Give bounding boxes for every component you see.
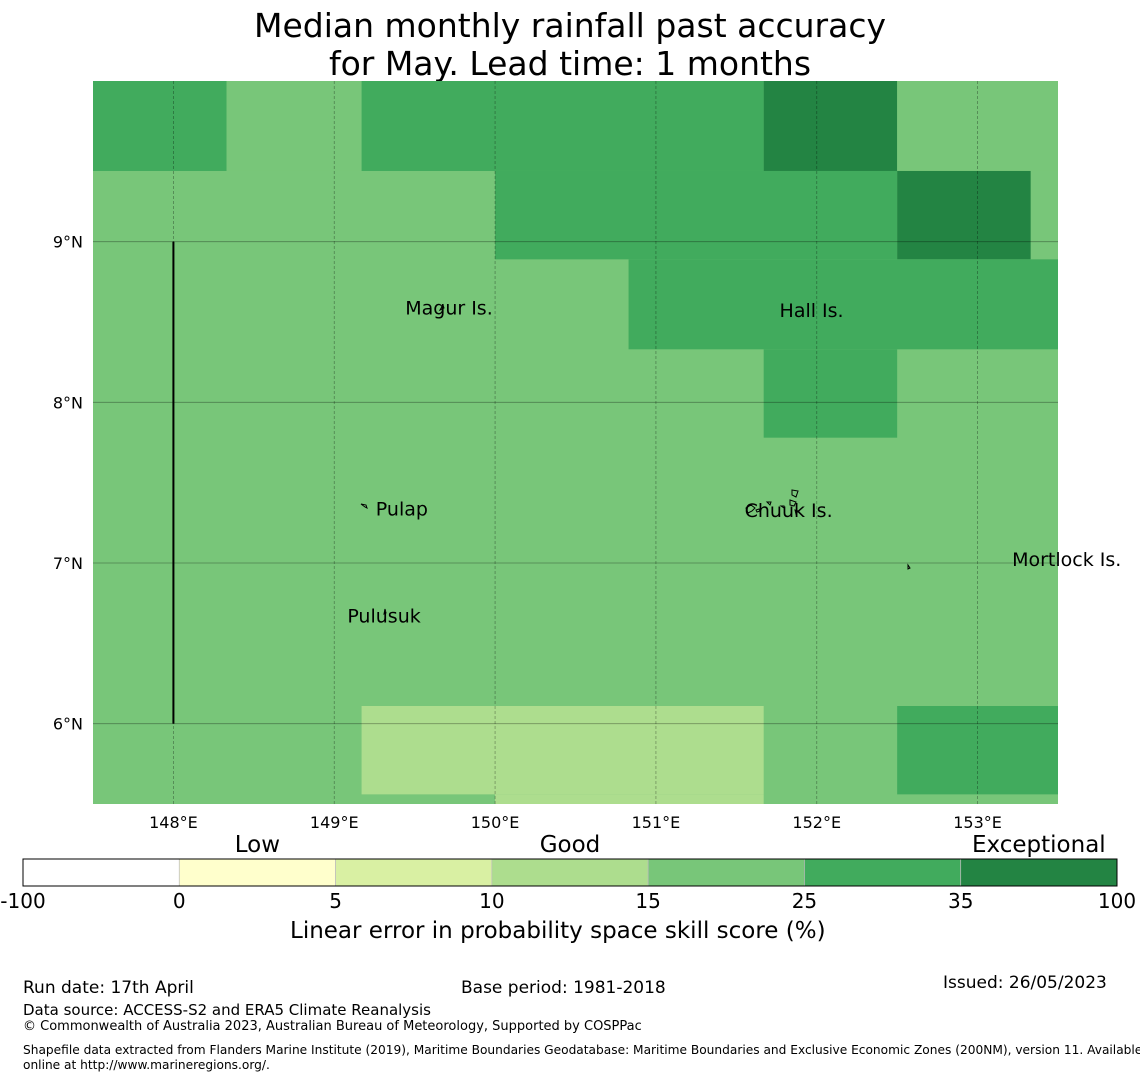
colorbar-tick-label: -100 bbox=[0, 889, 45, 913]
island-outline bbox=[907, 563, 911, 570]
skill-cell bbox=[361, 81, 496, 171]
colorbar-tick-label: 10 bbox=[479, 889, 504, 913]
skill-cell bbox=[897, 170, 1031, 260]
skill-score-map: Magur Is. Hall Is. Pulap Chuuk Is. Mortlock … bbox=[0, 81, 1136, 913]
place-label-hall-is: Hall Is. bbox=[780, 300, 844, 322]
skill-cell bbox=[495, 81, 764, 171]
colorbar-tick-label: 0 bbox=[173, 889, 186, 913]
lat-tick-label: 6°N bbox=[53, 715, 83, 734]
colorbar-tick-label: 5 bbox=[329, 889, 342, 913]
shapefile-credit-line-2: online at http://www.marineregions.org/. bbox=[23, 1058, 270, 1072]
colorbar-frame bbox=[22, 858, 1118, 887]
lat-tick-label: 7°N bbox=[53, 554, 83, 573]
lon-tick-label: 150°E bbox=[471, 813, 520, 832]
skill-cell bbox=[628, 259, 1058, 350]
map-title-line-2: for May. Lead time: 1 months bbox=[328, 44, 812, 83]
island-outline bbox=[438, 303, 445, 312]
place-label-chuuk-is: Chuuk Is. bbox=[745, 500, 833, 522]
colorbar-tick-label: 15 bbox=[635, 889, 660, 913]
colorbar-tick-label: 100 bbox=[1098, 889, 1136, 913]
run-date: Run date: 17th April bbox=[23, 978, 194, 998]
shapefile-credit-line-1: Shapefile data extracted from Flanders M… bbox=[23, 1043, 1140, 1057]
skill-cell bbox=[361, 705, 764, 795]
copyright-notice: © Commonwealth of Australia 2023, Austra… bbox=[23, 1019, 642, 1034]
colorbar-tick-label: 35 bbox=[948, 889, 973, 913]
skill-cell bbox=[93, 81, 227, 171]
lat-tick-label: 8°N bbox=[53, 393, 83, 412]
skill-cell bbox=[763, 349, 898, 438]
colorbar-tick-label: 25 bbox=[792, 889, 817, 913]
map-title-line-1: Median monthly rainfall past accuracy bbox=[253, 6, 887, 45]
colorbar-segment bbox=[178, 858, 336, 887]
data-source: Data source: ACCESS-S2 and ERA5 Climate … bbox=[23, 1001, 431, 1019]
skill-cell bbox=[763, 81, 898, 171]
base-period: Base period: 1981-2018 bbox=[461, 978, 666, 998]
lon-tick-label: 149°E bbox=[310, 813, 359, 832]
colorbar-segment bbox=[491, 858, 649, 887]
colorbar-segment bbox=[647, 858, 805, 887]
lat-tick-label: 9°N bbox=[53, 233, 83, 252]
lon-tick-label: 153°E bbox=[953, 813, 1002, 832]
colorbar-segment bbox=[960, 858, 1118, 887]
skill-cell bbox=[897, 705, 1058, 795]
island-outline bbox=[383, 608, 387, 615]
issued-date: Issued: 26/05/2023 bbox=[943, 973, 1107, 993]
skill-cell bbox=[897, 81, 1058, 171]
island-outline bbox=[745, 489, 799, 516]
lon-tick-label: 148°E bbox=[149, 813, 198, 832]
place-label-pulap: Pulap bbox=[376, 498, 428, 520]
colorbar-category-low: Low bbox=[235, 832, 280, 858]
place-label-mortlock-is: Mortlock Is. bbox=[1012, 549, 1121, 571]
colorbar-category-good: Good bbox=[540, 832, 601, 858]
colorbar-segment bbox=[804, 858, 962, 887]
skill-cell bbox=[495, 794, 764, 804]
skill-cell bbox=[226, 81, 362, 171]
lon-tick-label: 152°E bbox=[792, 813, 841, 832]
place-label-pulusuk: Pulusuk bbox=[347, 605, 420, 627]
colorbar-category-exceptional: Exceptional bbox=[972, 832, 1106, 858]
colorbar-segment bbox=[335, 858, 493, 887]
colorbar-label: Linear error in probability space skill … bbox=[290, 918, 826, 944]
place-label-magur-is: Magur Is. bbox=[405, 297, 493, 319]
colorbar-segment bbox=[22, 858, 180, 887]
lon-tick-label: 151°E bbox=[632, 813, 681, 832]
island-outline bbox=[360, 503, 368, 509]
skill-cell bbox=[495, 170, 898, 260]
